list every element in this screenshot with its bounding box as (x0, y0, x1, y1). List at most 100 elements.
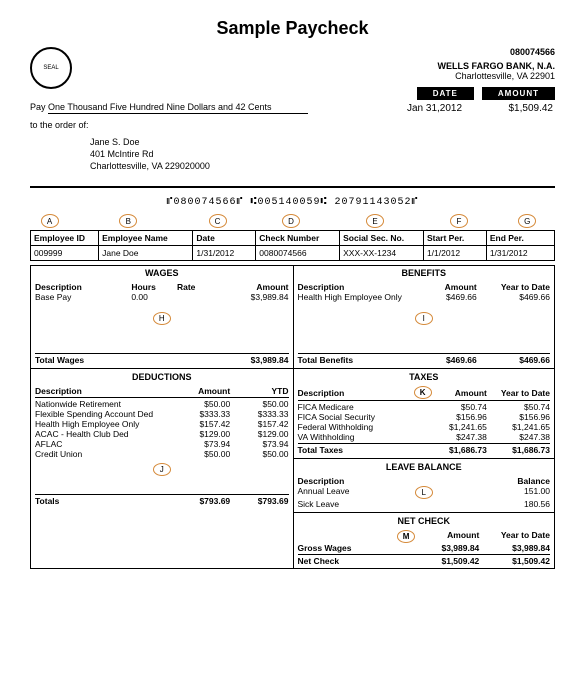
leave-title: LEAVE BALANCE (294, 460, 555, 474)
ded-r1-d: Flexible Spending Account Ded (35, 409, 172, 419)
td-date: 1/31/2012 (193, 246, 256, 261)
tax-r2-y: $1,241.65 (487, 422, 550, 432)
ded-r3-d: ACAC - Health Club Ded (35, 429, 172, 439)
tax-r3-y: $247.38 (487, 432, 550, 442)
tax-h-y: Year to Date (487, 388, 550, 398)
tax-r2-d: Federal Withholding (298, 422, 424, 432)
ded-r5-a: $50.00 (172, 449, 230, 459)
pay-words: One Thousand Five Hundred Nine Dollars a… (48, 102, 308, 114)
date-label: DATE (417, 87, 474, 100)
ded-r1-a: $333.33 (172, 409, 230, 419)
wages-total-label: Total Wages (35, 355, 223, 365)
ded-r4-d: AFLAC (35, 439, 172, 449)
net-h-y: Year to Date (479, 530, 550, 543)
wages-h-rate: Rate (177, 282, 223, 292)
ded-r1-y: $333.33 (230, 409, 288, 419)
tax-h-d: Description (298, 388, 414, 398)
tax-r1-y: $156.96 (487, 412, 550, 422)
th-end: End Per. (486, 231, 554, 246)
wages-h-hours: Hours (131, 282, 177, 292)
payee-city: Charlottesville, VA 229020000 (90, 160, 555, 172)
tax-r0-a: $50.74 (424, 402, 487, 412)
ded-r3-y: $129.00 (230, 429, 288, 439)
ben-r0-y: $469.66 (477, 292, 550, 302)
wages-title: WAGES (31, 266, 293, 280)
td-ssn: XXX-XX-1234 (340, 246, 424, 261)
check-date: Jan 31,2012 (407, 103, 479, 114)
tax-r3-a: $247.38 (424, 432, 487, 442)
ben-t2: $469.66 (477, 355, 550, 365)
check-number: 080074566 (417, 47, 555, 57)
leave-r0-b: 151.00 (449, 486, 550, 499)
ben-h-y: Year to Date (477, 282, 550, 292)
leave-r1-b: 180.56 (449, 499, 550, 509)
tax-t1: $1,686.73 (424, 445, 487, 455)
leave-r0-d: Annual Leave (298, 486, 399, 499)
order-label: to the order of: (30, 120, 555, 130)
ben-r0-a: $469.66 (414, 292, 477, 302)
marker-a: A (41, 214, 59, 228)
th-checknum: Check Number (256, 231, 340, 246)
leave-h-d: Description (298, 476, 450, 486)
taxes-title-wrap: TAXES (294, 370, 555, 384)
td-end: 1/31/2012 (486, 246, 554, 261)
wages-r0-desc: Base Pay (35, 292, 131, 302)
td-empid: 009999 (31, 246, 99, 261)
net-gw2: $3,989.84 (479, 543, 550, 553)
check-amount: $1,509.42 (487, 103, 553, 114)
tax-r0-d: FICA Medicare (298, 402, 424, 412)
td-start: 1/1/2012 (423, 246, 486, 261)
ded-h-ytd: YTD (230, 386, 288, 396)
seal-icon: SEAL (30, 47, 72, 89)
payee-name: Jane S. Doe (90, 136, 555, 148)
marker-d: D (282, 214, 300, 228)
leave-r1-d: Sick Leave (298, 499, 450, 509)
net-nc-label: Net Check (298, 556, 424, 566)
marker-c: C (209, 214, 227, 228)
ded-r3-a: $129.00 (172, 429, 230, 439)
wages-r0-hours: 0.00 (131, 292, 177, 302)
th-start: Start Per. (423, 231, 486, 246)
ded-t1: $793.69 (172, 496, 230, 506)
td-checknum: 0080074566 (256, 246, 340, 261)
net-nc2: $1,509.42 (479, 556, 550, 566)
marker-m: M (397, 530, 415, 543)
th-ssn: Social Sec. No. (340, 231, 424, 246)
ded-r0-y: $50.00 (230, 399, 288, 409)
ded-r2-a: $157.42 (172, 419, 230, 429)
bank-addr: Charlottesville, VA 22901 (417, 71, 555, 81)
marker-h: H (153, 312, 171, 325)
ded-r2-y: $157.42 (230, 419, 288, 429)
th-date: Date (193, 231, 256, 246)
net-nc1: $1,509.42 (424, 556, 480, 566)
wages-total: $3,989.84 (223, 355, 289, 365)
marker-g: G (518, 214, 536, 228)
tax-r1-d: FICA Social Security (298, 412, 424, 422)
ded-total-label: Totals (35, 496, 172, 506)
marker-b: B (119, 214, 137, 228)
tax-r2-a: $1,241.65 (424, 422, 487, 432)
payee-street: 401 McIntire Rd (90, 148, 555, 160)
wages-h-desc: Description (35, 282, 131, 292)
ben-t1: $469.66 (414, 355, 477, 365)
pay-prefix: Pay (30, 102, 46, 112)
ded-r4-y: $73.94 (230, 439, 288, 449)
ded-r5-d: Credit Union (35, 449, 172, 459)
page-title: Sample Paycheck (30, 18, 555, 39)
benefits-title: BENEFITS (294, 266, 555, 280)
ben-total-label: Total Benefits (298, 355, 414, 365)
net-title: NET CHECK (294, 514, 555, 528)
tax-r1-a: $156.96 (424, 412, 487, 422)
ded-r0-d: Nationwide Retirement (35, 399, 172, 409)
ded-r5-y: $50.00 (230, 449, 288, 459)
marker-e: E (366, 214, 384, 228)
ded-t2: $793.69 (230, 496, 288, 506)
ded-h-amt: Amount (172, 386, 230, 396)
ded-r0-a: $50.00 (172, 399, 230, 409)
net-gw-label: Gross Wages (298, 543, 424, 553)
net-h-a: Amount (424, 530, 480, 543)
net-gw1: $3,989.84 (424, 543, 480, 553)
micr-line: ⑈080074566⑈ ⑆005140059⑆ 20791143052⑈ (30, 196, 555, 208)
td-empname: Jane Doe (99, 246, 193, 261)
amount-label: AMOUNT (482, 87, 555, 100)
